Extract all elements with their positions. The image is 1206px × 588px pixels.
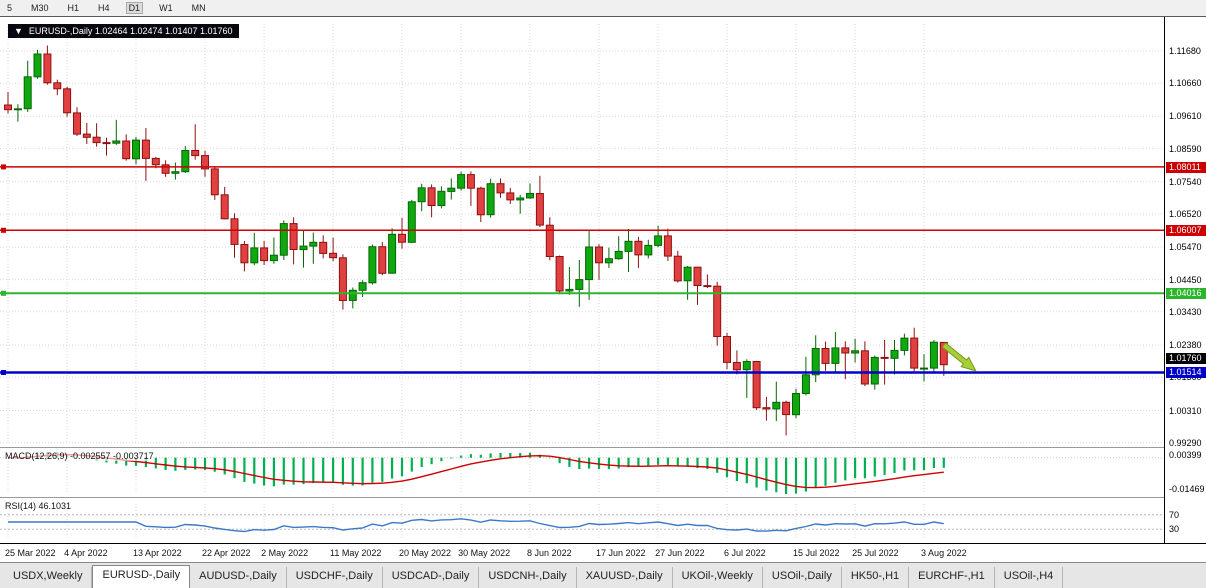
timeframe-button-h4[interactable]: H4 xyxy=(98,3,110,13)
date-label: 2 May 2022 xyxy=(261,548,309,558)
tab-eurchf-h1[interactable]: EURCHF-,H1 xyxy=(909,567,995,588)
price-axis-label: 1.05470 xyxy=(1169,242,1202,253)
tab-usoil-h4[interactable]: USOil-,H4 xyxy=(995,567,1064,588)
price-tag-1.08011: 1.08011 xyxy=(1166,161,1206,173)
date-label: 25 Jul 2022 xyxy=(852,548,899,558)
date-label: 30 May 2022 xyxy=(458,548,511,558)
rsi-level-label-70: 70 xyxy=(1169,509,1180,520)
date-label: 17 Jun 2022 xyxy=(596,548,646,558)
price-axis-label: 1.08590 xyxy=(1169,143,1202,154)
hline-1.06007[interactable] xyxy=(0,227,1164,233)
chart-tabs: USDX,Weekly EURUSD-,Daily AUDUSD-,Daily USD… xyxy=(0,562,1206,588)
price-axis-label: 1.00310 xyxy=(1169,405,1202,416)
hline-1.08011[interactable] xyxy=(0,164,1164,170)
timeframe-button-d1[interactable]: D1 xyxy=(125,2,144,14)
date-label: 4 Apr 2022 xyxy=(64,548,108,558)
candles xyxy=(4,45,948,436)
macd-indicator xyxy=(0,452,1164,494)
current-price-tag: 1.01760 xyxy=(1166,352,1206,364)
rsi-level-label-30: 30 xyxy=(1169,524,1180,535)
tab-usdcad-daily[interactable]: USDCAD-,Daily xyxy=(383,567,480,588)
date-label: 20 May 2022 xyxy=(399,548,452,558)
date-label: 15 Jul 2022 xyxy=(793,548,840,558)
tab-ukoil-weekly[interactable]: UKOil-,Weekly xyxy=(673,567,763,588)
chart-title-chip[interactable]: ▼ EURUSD-,Daily 1.02464 1.02474 1.01407 … xyxy=(8,24,239,38)
timeframe-button-m30[interactable]: M30 xyxy=(31,3,49,13)
tab-usdchf-daily[interactable]: USDCHF-,Daily xyxy=(287,567,383,588)
price-axis-label: 1.11680 xyxy=(1169,45,1201,56)
price-chart-canvas[interactable] xyxy=(0,17,1164,543)
price-axis-label: 1.07540 xyxy=(1169,176,1202,187)
symbol-dropdown-icon: ▼ xyxy=(14,26,23,36)
timeframe-button-w1[interactable]: W1 xyxy=(159,3,173,13)
timeframe-button-mn[interactable]: MN xyxy=(191,3,206,13)
tab-usoil-daily[interactable]: USOil-,Daily xyxy=(763,567,842,588)
tab-usdx-weekly[interactable]: USDX,Weekly xyxy=(4,567,93,588)
date-label: 6 Jul 2022 xyxy=(724,548,766,558)
date-axis: 25 Mar 2022 4 Apr 2022 13 Apr 2022 22 Apr 2… xyxy=(0,543,1206,562)
macd-axis-min-label: -0.01469 xyxy=(1169,484,1205,494)
tab-hk50-h1[interactable]: HK50-,H1 xyxy=(842,567,910,588)
price-axis-label: 1.04450 xyxy=(1169,274,1202,285)
price-axis-label: 1.06520 xyxy=(1169,209,1202,220)
panel-dividers xyxy=(0,447,1164,498)
price-axis-label: 1.10660 xyxy=(1169,78,1202,89)
date-label: 11 May 2022 xyxy=(330,548,382,558)
timeframe-button-5[interactable]: 5 xyxy=(7,3,13,13)
price-tag-1.01514: 1.01514 xyxy=(1166,367,1206,379)
chart-area[interactable]: ▼ EURUSD-,Daily 1.02464 1.02474 1.01407 … xyxy=(0,17,1164,543)
macd-axis-max-label: 0.00399 xyxy=(1169,450,1202,460)
tab-xauusd-daily[interactable]: XAUUSD-,Daily xyxy=(577,567,673,588)
trend-arrow[interactable] xyxy=(941,342,977,372)
date-label: 3 Aug 2022 xyxy=(921,548,967,558)
date-label: 25 Mar 2022 xyxy=(5,548,56,558)
timeframe-toolbar: 5 M30 H1 H4 D1 W1 MN xyxy=(0,0,1206,17)
price-axis: 1.11680 1.10660 1.09610 1.08590 1.07540 1.065… xyxy=(1164,17,1206,543)
date-label: 8 Jun 2022 xyxy=(527,548,572,558)
price-tag-1.06007: 1.06007 xyxy=(1166,225,1206,237)
price-axis-label: 1.09610 xyxy=(1169,111,1202,122)
price-axis-label: 0.99290 xyxy=(1169,437,1202,448)
hline-1.04016[interactable] xyxy=(0,290,1164,296)
price-tag-1.04016: 1.04016 xyxy=(1166,288,1206,300)
tab-eurusd-daily[interactable]: EURUSD-,Daily xyxy=(92,565,191,588)
timeframe-button-h1[interactable]: H1 xyxy=(67,3,80,13)
date-label: 22 Apr 2022 xyxy=(202,548,251,558)
price-axis-label: 1.02380 xyxy=(1169,340,1202,351)
date-label: 13 Apr 2022 xyxy=(133,548,182,558)
tab-audusd-daily[interactable]: AUDUSD-,Daily xyxy=(190,567,287,588)
date-label: 27 Jun 2022 xyxy=(655,548,705,558)
price-axis-label: 1.03430 xyxy=(1169,306,1202,317)
hline-1.01514[interactable] xyxy=(0,370,1164,375)
rsi-label: RSI(14) 46.1031 xyxy=(5,501,72,511)
chart-title-text: EURUSD-,Daily 1.02464 1.02474 1.01407 1.… xyxy=(28,26,233,36)
macd-label: MACD(12,26,9) -0.002557 -0.003717 xyxy=(5,451,154,461)
tab-usdcnh-daily[interactable]: USDCNH-,Daily xyxy=(479,567,577,588)
rsi-indicator xyxy=(0,514,1164,533)
